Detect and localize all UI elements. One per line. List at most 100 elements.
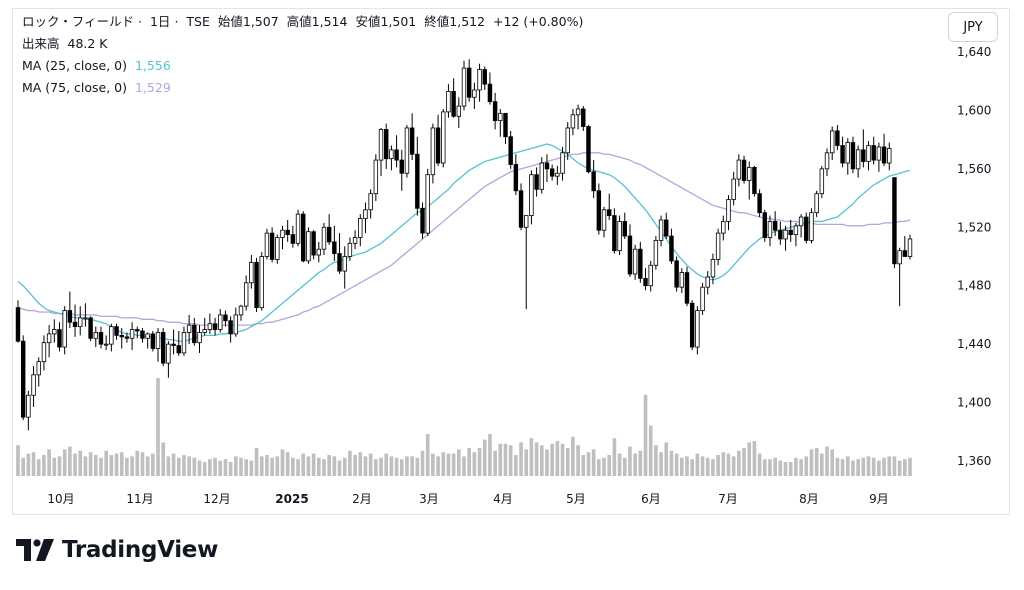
volume-bar [498, 443, 503, 476]
candle [757, 189, 762, 218]
candle [347, 237, 353, 261]
candle [653, 236, 659, 270]
candle-body [109, 326, 114, 345]
volume-bar [265, 455, 269, 476]
candle-body [301, 213, 306, 262]
volume-bar [441, 452, 446, 476]
candle [778, 221, 783, 245]
volume-bar [166, 456, 171, 476]
candle [290, 225, 296, 248]
candle [93, 326, 99, 348]
volume-bar [840, 459, 845, 476]
ma25-line [17, 143, 911, 342]
candle [238, 304, 244, 321]
volume-bar [270, 457, 274, 476]
candle [747, 161, 752, 200]
volume-bar [529, 438, 534, 476]
candle [311, 230, 316, 260]
symbol-name[interactable]: ロック・フィールド [22, 14, 135, 29]
volume-bar [192, 457, 197, 476]
candlestick-chart[interactable]: 1,360 1,400 1,440 1,480 1,520 1,560 1,600 1,640… [13, 9, 1011, 516]
candle-body [228, 320, 233, 335]
candle-body [892, 177, 897, 265]
candle [129, 322, 135, 350]
separator: · [138, 14, 142, 29]
volume-bar [104, 450, 108, 476]
time-tick-label: 6月 [641, 492, 661, 506]
candle [368, 189, 373, 219]
candle-body [409, 127, 415, 155]
volume-bar [617, 453, 622, 476]
candle [280, 225, 285, 250]
time-tick-label: 12月 [203, 492, 230, 506]
candle-body [420, 207, 425, 234]
candle-body [83, 317, 88, 320]
candle-body [15, 307, 21, 342]
candle-body [269, 232, 275, 260]
volume-bar [680, 457, 684, 476]
volume-bar [514, 455, 518, 476]
candle [202, 317, 207, 336]
volume-bar [363, 456, 368, 476]
volume-bar [306, 456, 311, 476]
ma25-legend[interactable]: MA (25, close, 0) 1,556 [22, 58, 175, 74]
price-tick-label: 1,560 [957, 162, 991, 176]
candle-body [648, 264, 653, 287]
candle-body [570, 114, 576, 129]
volume-bar [21, 457, 25, 476]
volume-bar [109, 455, 114, 476]
candle-body [249, 261, 254, 284]
volume-bar [705, 457, 710, 476]
candle-body [721, 221, 726, 234]
candle [363, 202, 368, 234]
volume-bar [311, 453, 316, 476]
candle [243, 275, 249, 311]
candle-body [461, 67, 467, 107]
candle [98, 326, 104, 349]
time-tick-label: 9月 [869, 492, 889, 506]
ma25-value: 1,556 [135, 58, 171, 73]
candle-body [715, 232, 721, 260]
volume-bar [825, 446, 829, 476]
volume-bar [830, 449, 835, 476]
candle-body [290, 234, 296, 244]
volume-bar [394, 457, 399, 476]
candle [570, 108, 576, 136]
candle [166, 341, 171, 378]
ma75-legend[interactable]: MA (75, close, 0) 1,529 [22, 80, 175, 96]
exchange: TSE [186, 14, 210, 29]
candle [783, 225, 788, 251]
candle-body [466, 67, 472, 98]
candle [809, 208, 814, 244]
candle [218, 309, 223, 333]
volume-bar [633, 453, 637, 476]
volume-bar [659, 452, 663, 476]
candle-body [233, 314, 239, 335]
volume-bar [223, 459, 228, 476]
tradingview-brand[interactable]: TradingView [16, 537, 218, 563]
candle [140, 328, 145, 343]
chart-frame[interactable]: 1,360 1,400 1,440 1,480 1,520 1,560 1,600 1,640… [12, 8, 1010, 515]
candle-body [809, 212, 814, 241]
volume-bar [482, 439, 487, 476]
candle-body [378, 129, 384, 161]
candle-body [855, 149, 861, 170]
candle-body [316, 248, 322, 256]
candle [840, 136, 845, 168]
volume-bar [83, 456, 88, 476]
volume-bar [368, 453, 373, 476]
candle [285, 219, 290, 242]
candle [197, 325, 202, 353]
candle [109, 323, 114, 352]
volume-bar [856, 459, 860, 476]
currency-button[interactable]: JPY [948, 12, 998, 42]
volume-bar [477, 448, 482, 476]
price-tick-label: 1,440 [957, 337, 991, 351]
candle [534, 167, 539, 197]
volume-bar [648, 425, 653, 476]
volume-bar [161, 442, 166, 476]
volume-bar [602, 457, 606, 476]
candle [67, 291, 73, 329]
candle-body [710, 259, 716, 278]
candle [560, 146, 565, 181]
